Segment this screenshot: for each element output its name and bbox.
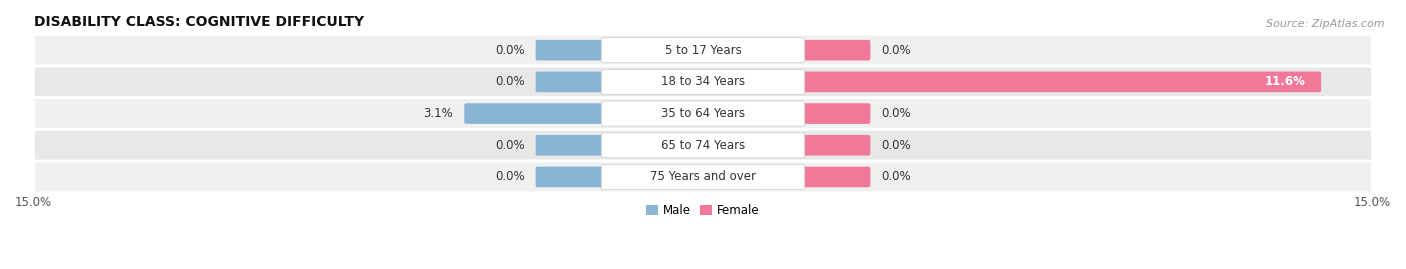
Text: 0.0%: 0.0% [882,107,911,120]
FancyBboxPatch shape [536,167,607,187]
Text: 75 Years and over: 75 Years and over [650,171,756,183]
FancyBboxPatch shape [34,129,1372,161]
Text: 11.6%: 11.6% [1264,75,1306,89]
Text: DISABILITY CLASS: COGNITIVE DIFFICULTY: DISABILITY CLASS: COGNITIVE DIFFICULTY [34,15,364,29]
FancyBboxPatch shape [536,40,607,61]
FancyBboxPatch shape [34,66,1372,98]
Text: Source: ZipAtlas.com: Source: ZipAtlas.com [1267,19,1385,29]
Text: 18 to 34 Years: 18 to 34 Years [661,75,745,89]
FancyBboxPatch shape [536,72,607,92]
FancyBboxPatch shape [602,164,804,189]
FancyBboxPatch shape [34,98,1372,129]
Legend: Male, Female: Male, Female [641,199,765,222]
FancyBboxPatch shape [799,72,1322,92]
FancyBboxPatch shape [602,101,804,126]
FancyBboxPatch shape [602,69,804,94]
Text: 65 to 74 Years: 65 to 74 Years [661,139,745,152]
Text: 0.0%: 0.0% [495,44,524,57]
FancyBboxPatch shape [464,103,607,124]
Text: 0.0%: 0.0% [495,139,524,152]
Text: 0.0%: 0.0% [882,139,911,152]
Text: 35 to 64 Years: 35 to 64 Years [661,107,745,120]
FancyBboxPatch shape [602,38,804,63]
Text: 0.0%: 0.0% [882,44,911,57]
Text: 3.1%: 3.1% [423,107,453,120]
FancyBboxPatch shape [602,133,804,158]
Text: 0.0%: 0.0% [495,75,524,89]
FancyBboxPatch shape [799,135,870,155]
Text: 5 to 17 Years: 5 to 17 Years [665,44,741,57]
FancyBboxPatch shape [799,40,870,61]
FancyBboxPatch shape [34,34,1372,66]
FancyBboxPatch shape [799,167,870,187]
Text: 0.0%: 0.0% [882,171,911,183]
FancyBboxPatch shape [536,135,607,155]
FancyBboxPatch shape [34,161,1372,193]
Text: 0.0%: 0.0% [495,171,524,183]
FancyBboxPatch shape [799,103,870,124]
